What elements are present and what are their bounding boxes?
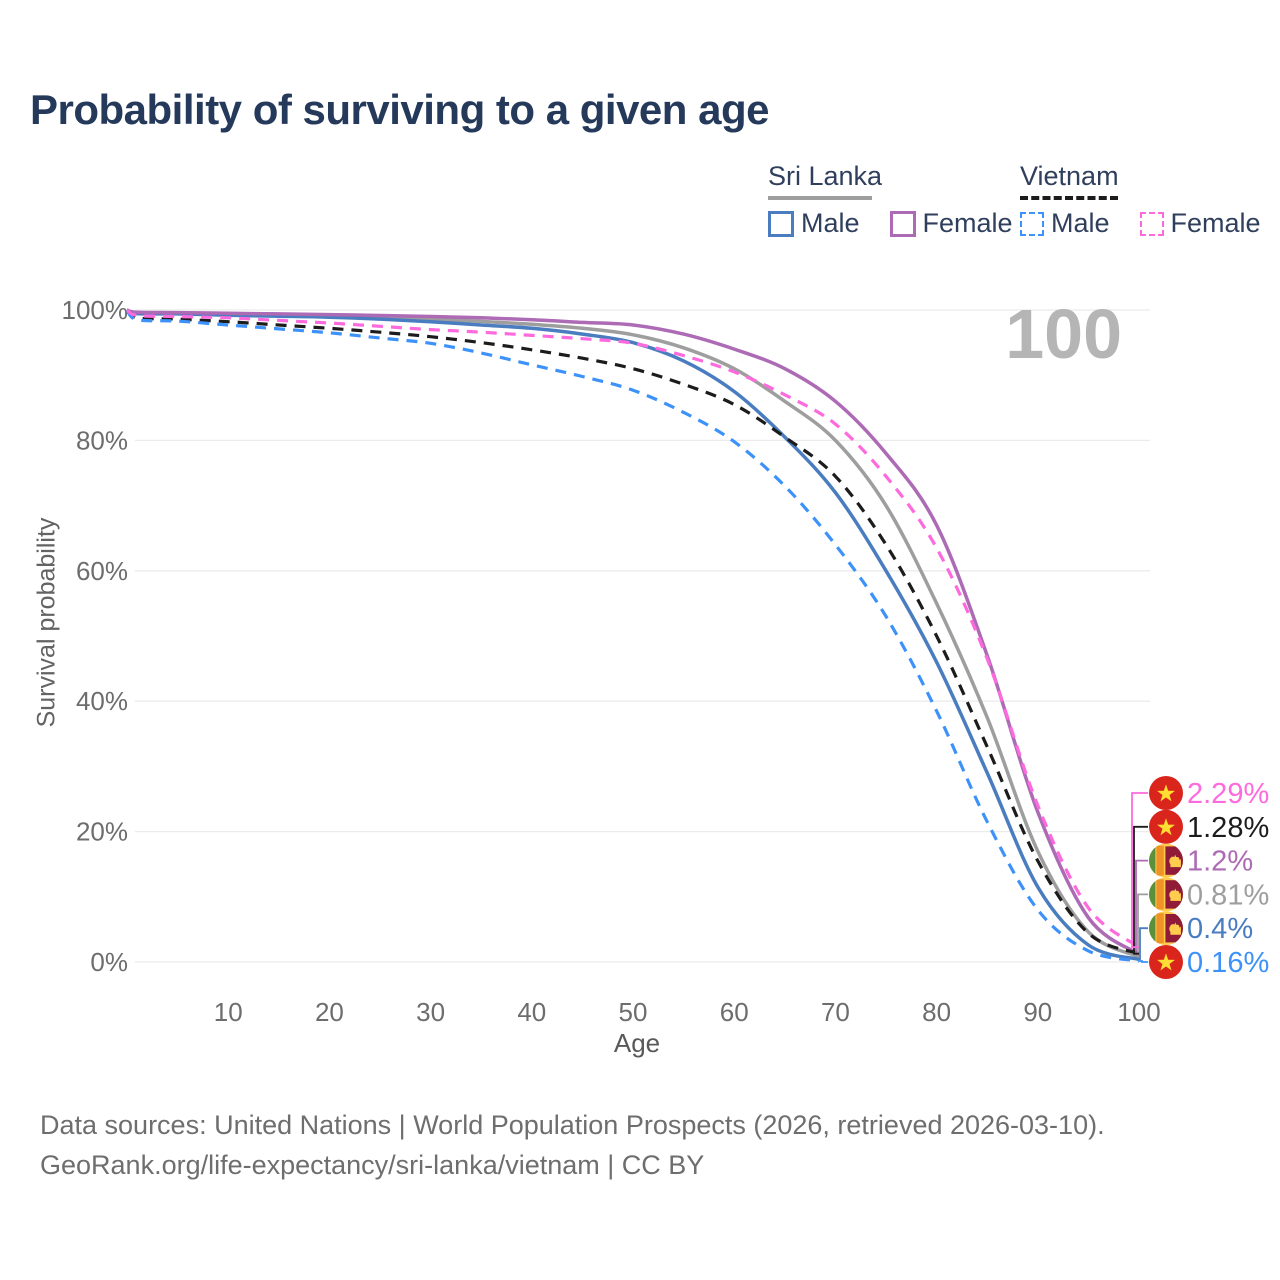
y-tick-label: 60% (76, 556, 128, 586)
y-tick-label: 20% (76, 817, 128, 847)
x-tick-label: 20 (315, 997, 344, 1027)
x-tick-label: 50 (619, 997, 648, 1027)
end-label-value-vietnam-female: 2.29% (1187, 778, 1269, 810)
x-tick-label: 10 (214, 997, 243, 1027)
sri-lanka-solid-line-swatch (768, 196, 872, 201)
x-tick-label: 70 (821, 997, 850, 1027)
end-label-connector-vietnam-both (1133, 825, 1148, 955)
x-tick-label: 60 (720, 997, 749, 1027)
y-tick-label: 80% (76, 425, 128, 455)
x-tick-label: 40 (517, 997, 546, 1027)
curve-sri-lanka-male (126, 308, 1140, 962)
sri-lanka-flag-icon (1149, 911, 1183, 946)
age-counter-watermark: 100 (1005, 295, 1122, 373)
sri-lanka-female-swatch-icon (889, 210, 916, 237)
sri-lanka-male-swatch-icon (768, 210, 794, 237)
legend-group-name-vietnam: Vietnam (1020, 161, 1119, 191)
y-tick-label: 40% (76, 686, 128, 716)
legend-items-vietnam: Male Female (1020, 208, 1261, 239)
page-title: Probability of surviving to a given age (30, 86, 769, 133)
vietnam-female-swatch-icon (1139, 211, 1164, 236)
end-label-value-sri-lanka-both: 0.81% (1187, 879, 1269, 911)
y-tick-label: 100% (62, 295, 129, 325)
vietnam-flag-icon (1149, 945, 1183, 979)
legend-label-sri-lanka-male: Male (801, 208, 860, 239)
legend-label-vietnam-male: Male (1051, 208, 1110, 239)
end-label-connector-sri-lanka-male (1139, 927, 1148, 961)
end-label-value-sri-lanka-female: 1.2% (1187, 846, 1253, 878)
legend-group-sri-lanka: Sri Lanka Male Female (768, 162, 1013, 239)
sri-lanka-flag-icon (1149, 843, 1183, 878)
legend-label-sri-lanka-female: Female (922, 208, 1013, 239)
end-label-connector-vietnam-female (1131, 792, 1148, 948)
legend-group-vietnam: Vietnam Male Female (1020, 162, 1261, 239)
curve-sri-lanka-both (126, 308, 1140, 959)
x-tick-label: 100 (1117, 997, 1160, 1027)
x-tick-label: 30 (416, 997, 445, 1027)
sri-lanka-flag-icon (1149, 877, 1183, 912)
end-label-connector-vietnam-male (1139, 960, 1148, 963)
x-tick-label: 90 (1023, 997, 1052, 1027)
end-label-connector-sri-lanka-both (1137, 893, 1148, 958)
attribution-text: GeoRank.org/life-expectancy/sri-lanka/vi… (40, 1150, 705, 1180)
curve-vietnam-both (125, 308, 1140, 956)
legend-items-sri-lanka: Male Female (768, 208, 1013, 239)
curve-vietnam-male (125, 308, 1140, 963)
curve-vietnam-female (126, 308, 1140, 949)
legend-label-vietnam-female: Female (1170, 208, 1261, 239)
legend-group-name-sri-lanka: Sri Lanka (768, 161, 883, 191)
end-label-value-vietnam-both: 1.28% (1187, 812, 1269, 844)
end-label-value-sri-lanka-male: 0.4% (1187, 913, 1253, 945)
y-tick-label: 0% (90, 947, 128, 977)
data-sources-text: Data sources: United Nations | World Pop… (40, 1110, 1105, 1140)
x-axis-title: Age (613, 1028, 661, 1058)
vietnam-flag-icon (1149, 809, 1183, 844)
curve-sri-lanka-female (126, 308, 1141, 956)
x-tick-label: 80 (922, 997, 951, 1027)
end-label-value-vietnam-male: 0.16% (1187, 947, 1269, 979)
y-axis-title: Survival probability (32, 517, 61, 728)
vietnam-dashed-line-swatch (1020, 196, 1118, 201)
vietnam-flag-icon (1149, 776, 1183, 810)
vietnam-male-swatch-icon (1020, 211, 1044, 236)
